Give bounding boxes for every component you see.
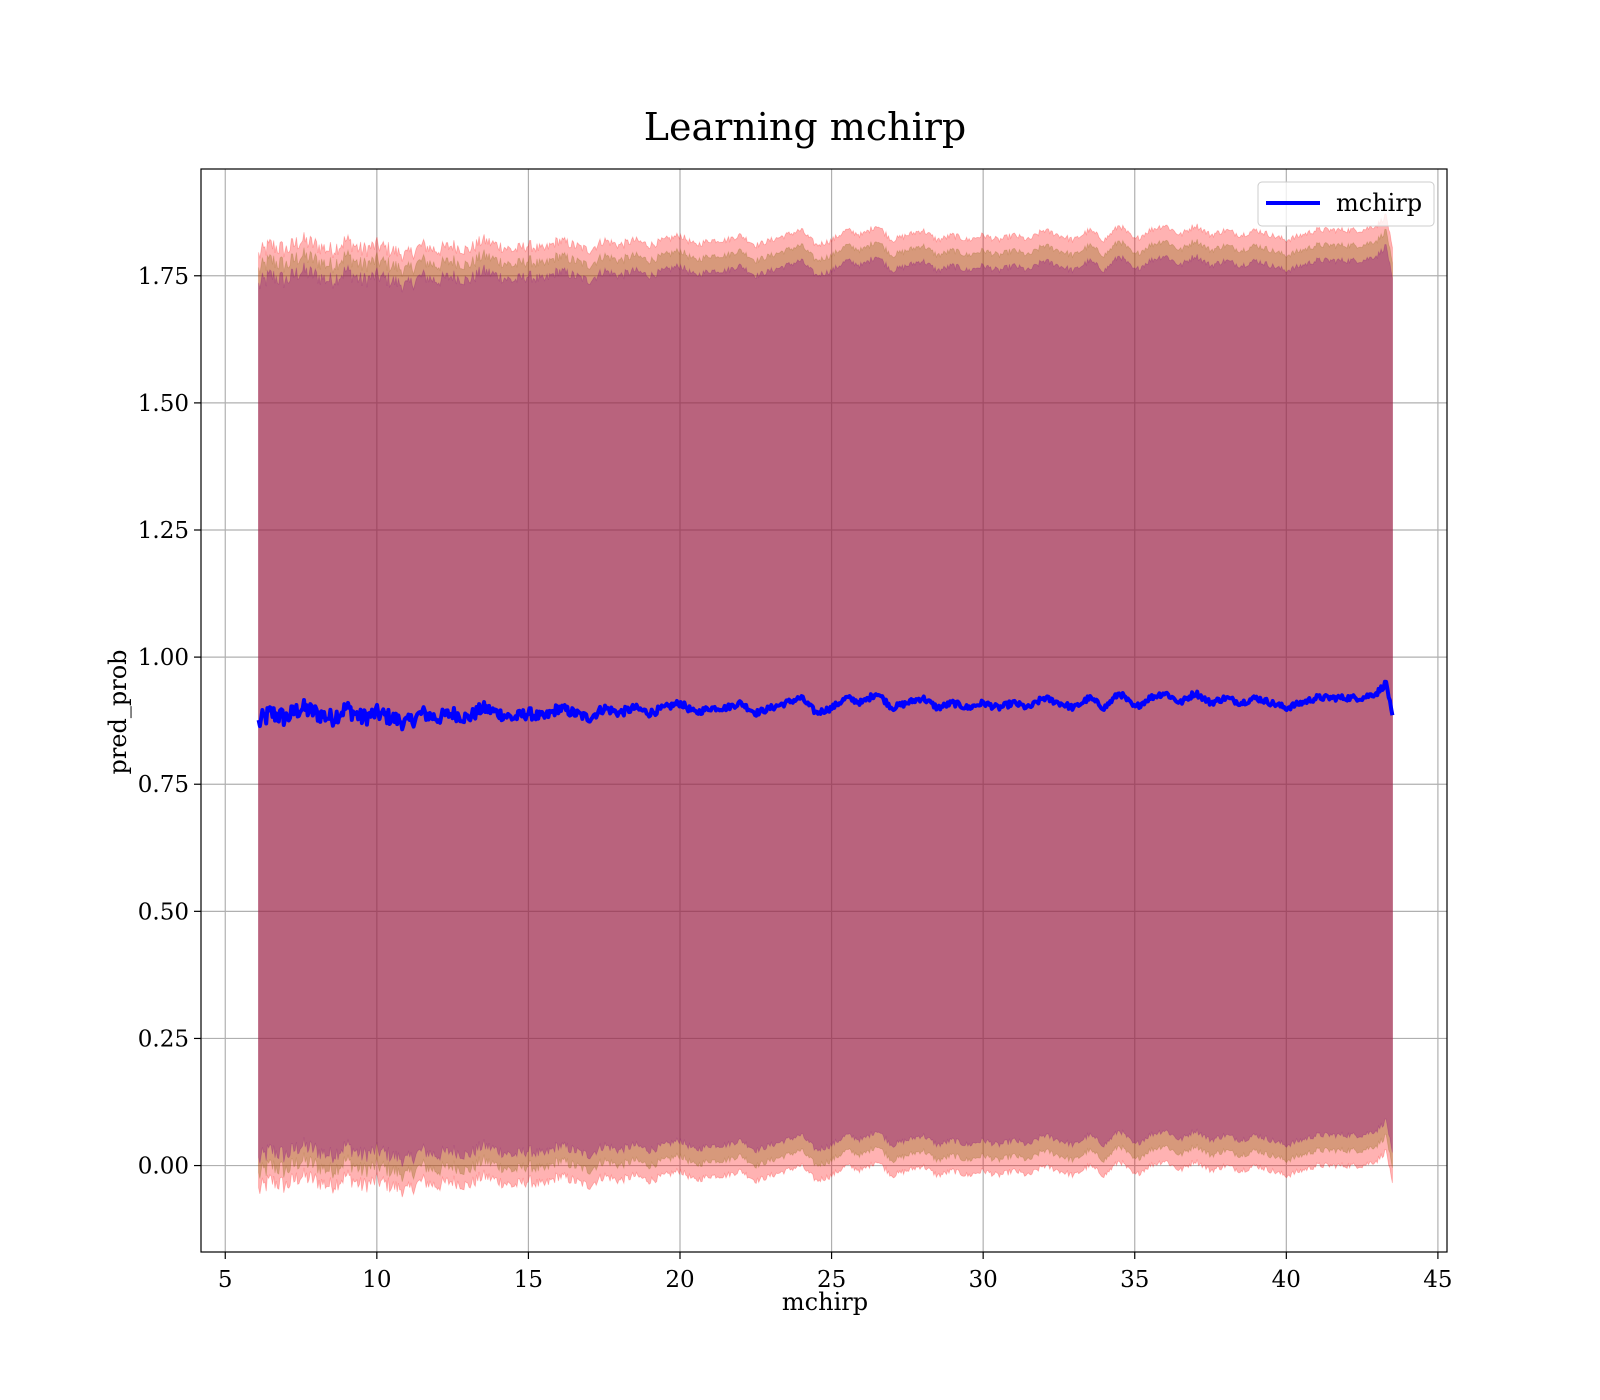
series-lines [256,679,1395,732]
y-axis-ticks: 0.00 0.25 0.50 0.75 1.00 1.25 1.50 1.75 [138,264,201,1180]
y-tick-label: 0.50 [138,899,189,925]
y-axis-label: pred_prob [104,649,132,774]
chart-title: Learning mchirp [644,105,966,149]
y-tick-label: 0.25 [138,1026,189,1052]
series-line-mchirp [256,679,1395,732]
confidence-band-0 [258,213,1393,1198]
y-tick-label: 1.50 [138,391,189,417]
y-tick-label: 1.75 [138,264,189,290]
y-tick-label: 0.75 [138,772,189,798]
legend: mchirp [1257,181,1435,227]
confidence-bands [258,213,1393,1198]
x-axis-label: mchirp [782,1288,868,1316]
x-tick-label: 30 [969,1267,998,1293]
x-tick-label: 20 [665,1267,694,1293]
x-axis-ticks: 5 10 15 20 25 30 35 40 45 [218,1252,1453,1293]
plot-frame [200,168,1448,1253]
y-tick-label: 1.25 [138,518,189,544]
confidence-band-1 [258,228,1393,1182]
legend-box [1257,181,1435,227]
grid [201,169,1447,1252]
x-tick-label: 40 [1272,1267,1301,1293]
x-tick-label: 10 [362,1267,391,1293]
y-tick-label: 1.00 [138,645,189,671]
y-tick-label: 0.00 [138,1154,189,1180]
x-tick-label: 15 [514,1267,543,1293]
legend-label-mchirp: mchirp [1336,189,1422,217]
confidence-band-2 [258,244,1393,1167]
x-tick-label: 35 [1120,1267,1149,1293]
x-tick-label: 5 [218,1267,233,1293]
x-tick-label: 25 [817,1267,846,1293]
x-tick-label: 45 [1423,1267,1452,1293]
